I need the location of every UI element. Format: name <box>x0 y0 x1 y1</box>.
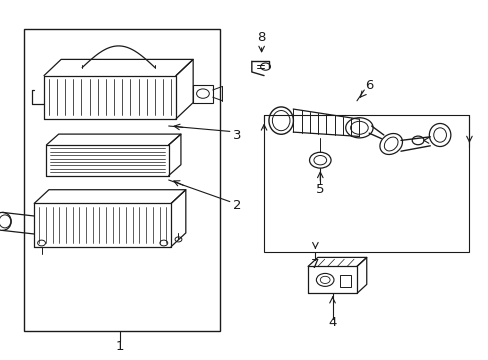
Text: 5: 5 <box>315 183 324 195</box>
Bar <box>24 29 220 331</box>
Text: 7: 7 <box>310 258 319 271</box>
Bar <box>193 85 212 103</box>
Text: 1: 1 <box>115 340 124 353</box>
Text: 2: 2 <box>232 199 241 212</box>
Bar <box>264 115 468 252</box>
Text: 6: 6 <box>364 79 373 92</box>
Text: 3: 3 <box>232 129 241 141</box>
Bar <box>339 275 350 287</box>
Text: 8: 8 <box>257 31 265 44</box>
Text: 4: 4 <box>327 316 336 329</box>
